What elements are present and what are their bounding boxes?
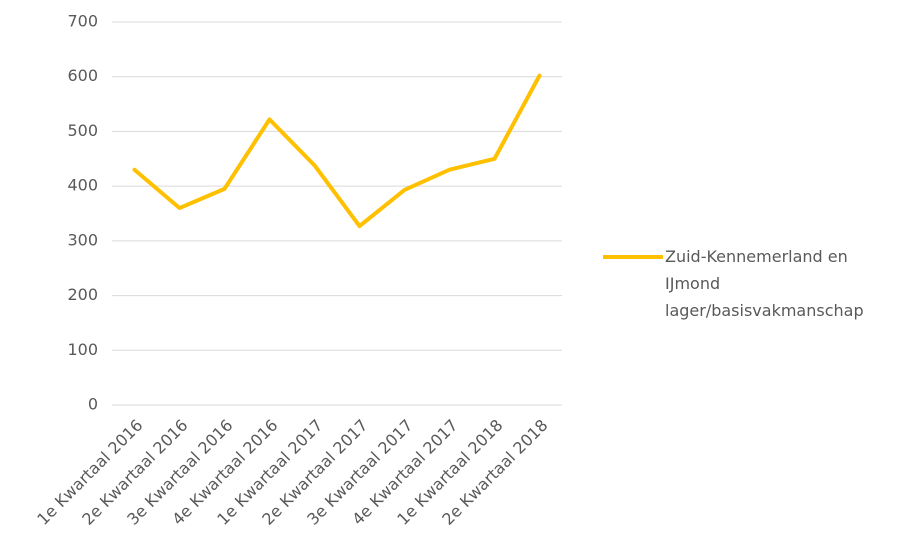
legend-label: Zuid-Kennemerland en IJmond lager/basisvak… xyxy=(665,247,864,320)
y-tick-label: 600 xyxy=(67,66,98,85)
data-line xyxy=(132,73,542,229)
y-tick-label: 0 xyxy=(88,395,98,414)
y-tick-label: 700 xyxy=(67,12,98,31)
y-tick-label: 100 xyxy=(67,340,98,359)
y-tick-label: 400 xyxy=(67,176,98,195)
y-tick-label: 200 xyxy=(67,285,98,304)
y-tick-label: 300 xyxy=(67,230,98,249)
y-tick-label: 500 xyxy=(67,121,98,140)
